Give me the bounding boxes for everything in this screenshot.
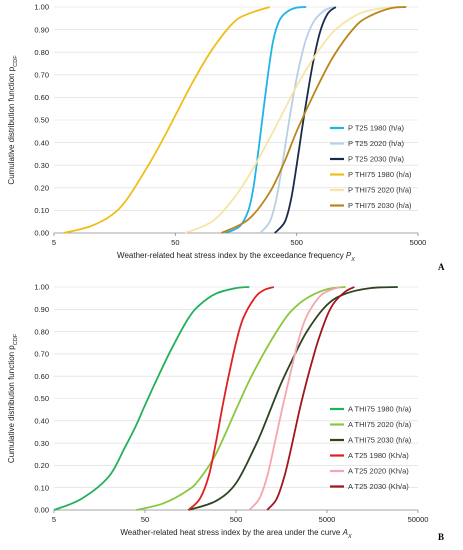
series-line-1-0 bbox=[53, 286, 250, 511]
series-line-0-1 bbox=[259, 6, 334, 234]
x-tick-label: 50 bbox=[171, 238, 179, 247]
legend-label: P T25 2030 (h/a) bbox=[348, 155, 405, 164]
y-tick-label: 0.20 bbox=[34, 184, 49, 193]
chart-panel-b: 0.00 0.10 0.20 0.30 0.40 0.50 0.60 0.70 0.80 0.90… bbox=[7, 283, 444, 542]
chart-panel-a: 0.00 0.10 0.20 0.30 0.40 0.50 0.60 0.70 0.80 0.90… bbox=[7, 3, 445, 272]
x-tick-label: 5 bbox=[52, 238, 56, 247]
legend-label: A THI75 2020 (h/a) bbox=[348, 420, 412, 429]
legend-label: A THI75 1980 (h/a) bbox=[348, 405, 412, 414]
x-tick-label: 500 bbox=[230, 515, 243, 524]
series-line-1-5 bbox=[266, 286, 355, 511]
legend-label: P T25 1980 (h/a) bbox=[348, 124, 405, 133]
legend-label: P THI75 1980 (h/a) bbox=[348, 170, 412, 179]
y-tick-label: 0.40 bbox=[34, 138, 49, 147]
y-tick-label: 0.00 bbox=[34, 506, 49, 515]
panel-label: A bbox=[438, 262, 445, 272]
legend-label: P THI75 2020 (h/a) bbox=[348, 186, 412, 195]
legend-label: A T25 1980 (Kh/a) bbox=[348, 451, 409, 460]
x-axis-title: Weather-related heat stress index by the… bbox=[117, 251, 355, 263]
y-axis-title: Cumulative distribution function pCDF bbox=[7, 55, 19, 185]
y-axis-title: Cumulative distribution function pCDF bbox=[7, 333, 19, 463]
y-tick-label: 0.50 bbox=[34, 116, 49, 125]
y-tick-label: 0.50 bbox=[34, 394, 49, 403]
y-tick-label: 0.10 bbox=[34, 206, 49, 215]
legend-label: A T25 2030 (Kh/a) bbox=[348, 482, 409, 491]
x-tick-label: 5 bbox=[52, 515, 56, 524]
x-tick-label: 5000 bbox=[410, 238, 427, 247]
legend-label: A T25 2020 (Kh/a) bbox=[348, 467, 409, 476]
y-tick-label: 1.00 bbox=[34, 283, 49, 292]
series-line-0-0 bbox=[225, 6, 307, 234]
series-line-0-5 bbox=[221, 6, 407, 234]
series-line-1-3 bbox=[187, 286, 275, 511]
y-tick-label: 0.20 bbox=[34, 461, 49, 470]
y-tick-label: 0.30 bbox=[34, 439, 49, 448]
x-axis-title: Weather-related heat stress index by the… bbox=[120, 528, 352, 540]
x-tick-label: 5000 bbox=[319, 515, 336, 524]
legend-label: P THI75 2030 (h/a) bbox=[348, 201, 412, 210]
y-tick-label: 0.10 bbox=[34, 483, 49, 492]
y-tick-label: 0.30 bbox=[34, 161, 49, 170]
series-line-1-4 bbox=[248, 286, 341, 511]
y-tick-label: 0.90 bbox=[34, 305, 49, 314]
y-tick-label: 0.90 bbox=[34, 25, 49, 34]
x-tick-label: 500 bbox=[290, 238, 303, 247]
y-tick-label: 0.60 bbox=[34, 93, 49, 102]
series-line-0-4 bbox=[184, 6, 392, 234]
y-tick-label: 1.00 bbox=[34, 3, 49, 12]
series-line-0-3 bbox=[63, 6, 271, 234]
y-tick-label: 0.70 bbox=[34, 71, 49, 80]
x-tick-label: 50 bbox=[141, 515, 149, 524]
series-line-1-2 bbox=[188, 286, 398, 511]
x-tick-label: 50000 bbox=[408, 515, 429, 524]
legend-label: A THI75 2030 (h/a) bbox=[348, 436, 412, 445]
y-tick-label: 0.80 bbox=[34, 327, 49, 336]
y-tick-label: 0.70 bbox=[34, 350, 49, 359]
series-line-1-1 bbox=[135, 286, 346, 511]
y-tick-label: 0.40 bbox=[34, 417, 49, 426]
y-tick-label: 0.00 bbox=[34, 229, 49, 238]
panel-label: B bbox=[438, 532, 444, 542]
y-tick-label: 0.60 bbox=[34, 372, 49, 381]
y-tick-label: 0.80 bbox=[34, 48, 49, 57]
legend-label: P T25 2020 (h/a) bbox=[348, 139, 405, 148]
